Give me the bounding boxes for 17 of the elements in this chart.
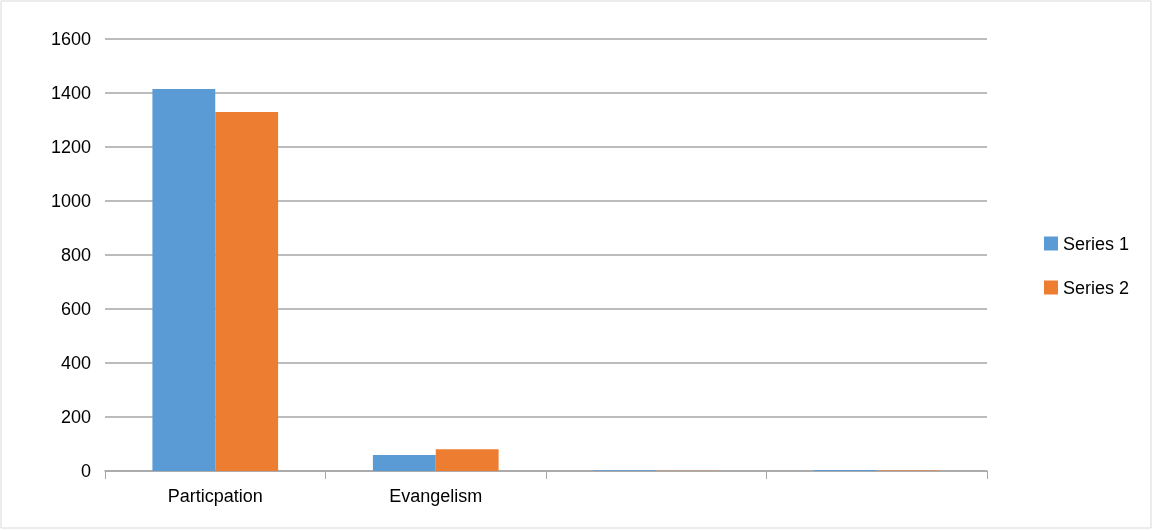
x-tick-label: Evangelism xyxy=(389,486,483,506)
bar xyxy=(435,449,499,471)
y-tick-label: 400 xyxy=(60,353,91,373)
legend-label: Series 2 xyxy=(1062,277,1130,298)
bar xyxy=(372,455,436,471)
y-tick-label: 600 xyxy=(60,299,91,319)
legend-label: Series 1 xyxy=(1062,233,1130,254)
bar xyxy=(215,111,279,471)
y-tick-label: 800 xyxy=(60,245,91,265)
y-tick-label: 1000 xyxy=(50,191,91,211)
y-tick-label: 0 xyxy=(80,461,91,481)
y-tick-label: 1200 xyxy=(50,137,91,157)
bar xyxy=(152,88,216,471)
y-tick-label: 1600 xyxy=(50,29,91,49)
y-tick-label: 1400 xyxy=(50,83,91,103)
y-tick-label: 200 xyxy=(60,407,91,427)
x-tick-label: Particpation xyxy=(167,486,263,506)
